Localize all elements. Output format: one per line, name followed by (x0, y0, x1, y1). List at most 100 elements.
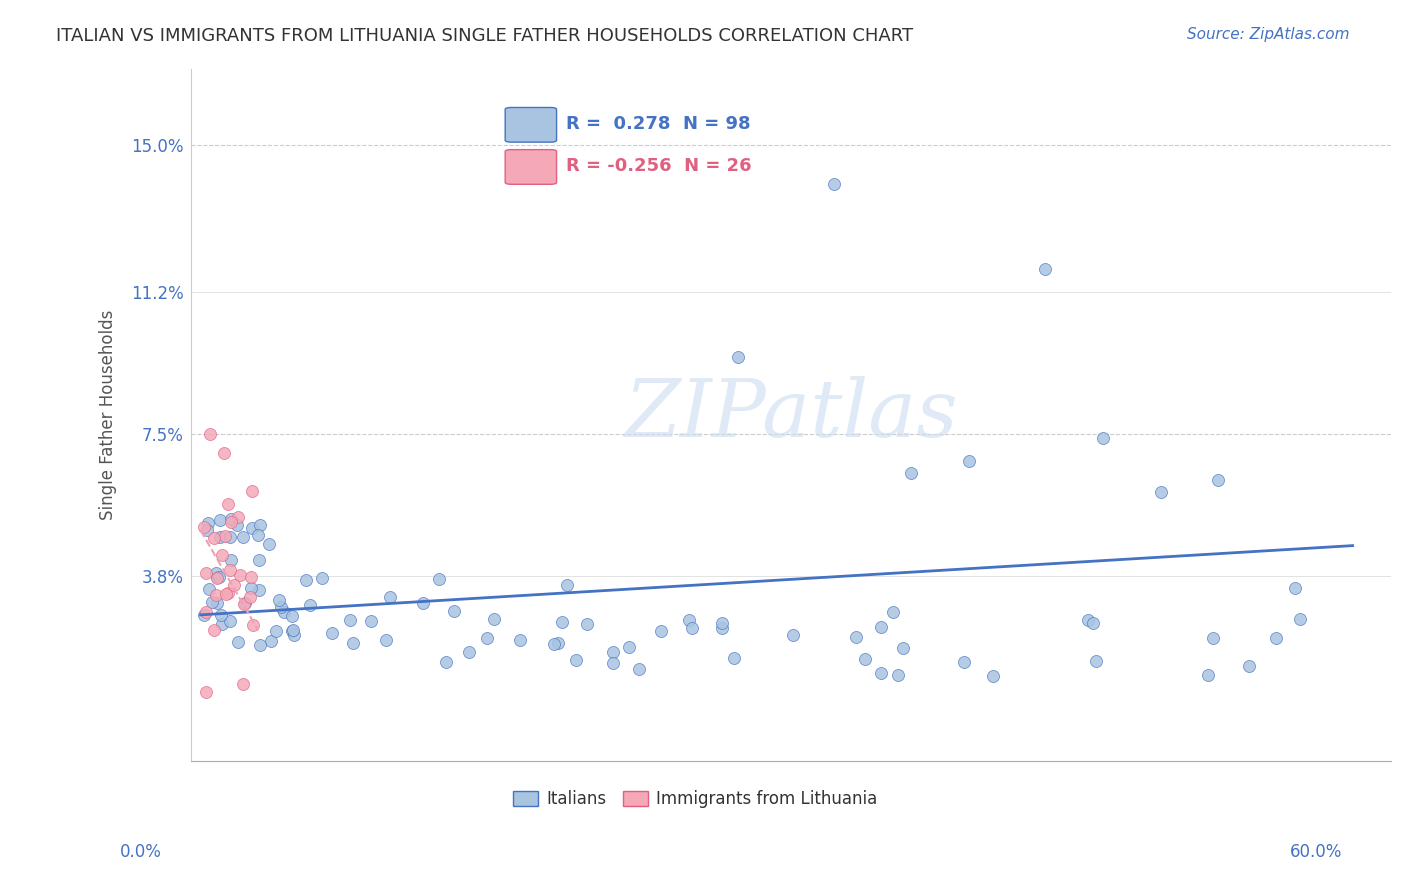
Point (412, 596, 434, 610)
Point (1284, 581, 1306, 595)
Point (711, 616, 734, 631)
Point (1077, 613, 1099, 627)
Point (226, 635, 249, 649)
Point (212, 446, 235, 460)
Point (298, 599, 321, 613)
Point (193, 519, 215, 533)
Point (208, 513, 231, 527)
Point (1237, 659, 1260, 673)
Point (257, 537, 280, 551)
Point (205, 596, 228, 610)
Point (280, 608, 302, 623)
Point (380, 591, 402, 605)
Point (1264, 631, 1286, 645)
Point (218, 614, 240, 628)
Point (239, 569, 262, 583)
Point (627, 663, 650, 677)
Point (240, 521, 263, 535)
Point (195, 685, 218, 699)
Point (681, 621, 703, 635)
Point (249, 518, 271, 533)
Point (617, 640, 640, 654)
Point (232, 530, 254, 544)
Point (195, 566, 218, 580)
Point (886, 668, 908, 682)
Point (193, 607, 215, 622)
Point (1091, 431, 1114, 445)
Point (219, 564, 242, 578)
Point (283, 623, 305, 637)
Point (202, 623, 225, 637)
Point (207, 570, 229, 584)
Point (232, 677, 254, 691)
Text: 0.0%: 0.0% (120, 843, 162, 861)
Text: ITALIAN VS IMMIGRANTS FROM LITHUANIA SINGLE FATHER HOUSEHOLDS CORRELATION CHART: ITALIAN VS IMMIGRANTS FROM LITHUANIA SIN… (56, 27, 914, 45)
Point (360, 614, 382, 628)
Point (201, 595, 224, 609)
Point (882, 605, 904, 619)
Point (247, 528, 270, 542)
Legend: Italians, Immigrants from Lithuania: Italians, Immigrants from Lithuania (506, 784, 884, 815)
Point (217, 586, 239, 600)
Point (555, 577, 578, 591)
Point (194, 605, 217, 619)
Point (952, 655, 974, 669)
Point (233, 598, 256, 612)
Point (235, 596, 257, 610)
Point (249, 638, 271, 652)
Point (427, 572, 450, 586)
Point (981, 669, 1004, 683)
Point (1035, 261, 1057, 276)
Point (1202, 632, 1225, 646)
Point (226, 518, 249, 533)
Point (602, 645, 624, 659)
Point (205, 570, 228, 584)
Text: R = -0.256  N = 26: R = -0.256 N = 26 (565, 158, 751, 176)
Point (197, 516, 219, 531)
Point (215, 587, 238, 601)
Point (266, 624, 288, 638)
Point (270, 599, 292, 614)
Point (321, 625, 343, 640)
Point (211, 616, 233, 631)
Point (443, 604, 465, 618)
Point (202, 532, 225, 546)
Text: Source: ZipAtlas.com: Source: ZipAtlas.com (1187, 27, 1350, 42)
Point (239, 590, 262, 604)
Point (375, 632, 398, 647)
Y-axis label: Single Father Households: Single Father Households (100, 310, 117, 520)
Point (247, 583, 270, 598)
FancyBboxPatch shape (505, 150, 557, 185)
Point (311, 571, 333, 585)
Point (434, 655, 457, 669)
Point (283, 628, 305, 642)
Text: 60.0%: 60.0% (1291, 843, 1343, 861)
Point (260, 634, 283, 648)
Point (207, 571, 229, 585)
Point (211, 548, 233, 562)
Point (219, 516, 242, 530)
Point (295, 573, 318, 587)
Point (217, 497, 239, 511)
Point (957, 454, 980, 468)
Point (710, 621, 733, 635)
Point (208, 530, 231, 544)
FancyBboxPatch shape (505, 108, 557, 142)
Point (551, 615, 574, 629)
Point (782, 628, 804, 642)
Point (575, 617, 598, 632)
Point (457, 645, 479, 659)
Point (477, 632, 499, 646)
Point (242, 618, 264, 632)
Text: R =  0.278  N = 98: R = 0.278 N = 98 (565, 115, 751, 133)
Point (891, 641, 914, 656)
Point (870, 666, 893, 681)
Point (1289, 612, 1312, 626)
Point (239, 581, 262, 595)
Point (204, 566, 226, 580)
Point (198, 427, 221, 442)
Point (240, 483, 263, 498)
Point (547, 635, 569, 649)
Point (205, 587, 228, 601)
Point (823, 177, 845, 191)
